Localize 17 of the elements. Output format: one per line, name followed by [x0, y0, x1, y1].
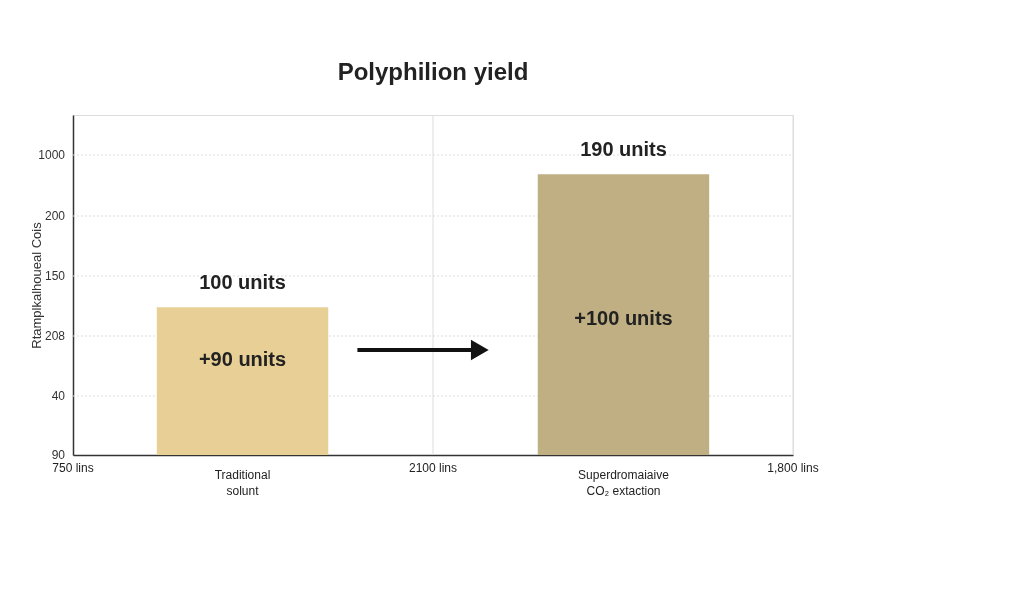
text: 150 [44, 269, 66, 283]
text: 750 lins [52, 461, 94, 475]
y-axis-title: Rtamplkalhoueal Cois [28, 221, 44, 349]
text: 40 [51, 389, 66, 403]
annotation: +90 units [198, 347, 287, 370]
text: 208 [44, 329, 66, 343]
text: 1,800 lins [767, 461, 819, 475]
x-tick-label: Traditional solunt [214, 467, 271, 498]
chart-title: Polyphilion yield [337, 57, 529, 85]
data-label: 190 units [580, 138, 667, 161]
text: 200 [44, 209, 66, 223]
x-tick-label: Superdromaiaive CO₂ extaction [578, 467, 670, 498]
text: 2100 lins [408, 461, 458, 475]
text: 90 [51, 448, 66, 462]
text: 1000 [38, 148, 66, 162]
annotation: +100 units [574, 307, 673, 329]
data-label: 100 units [199, 271, 286, 294]
